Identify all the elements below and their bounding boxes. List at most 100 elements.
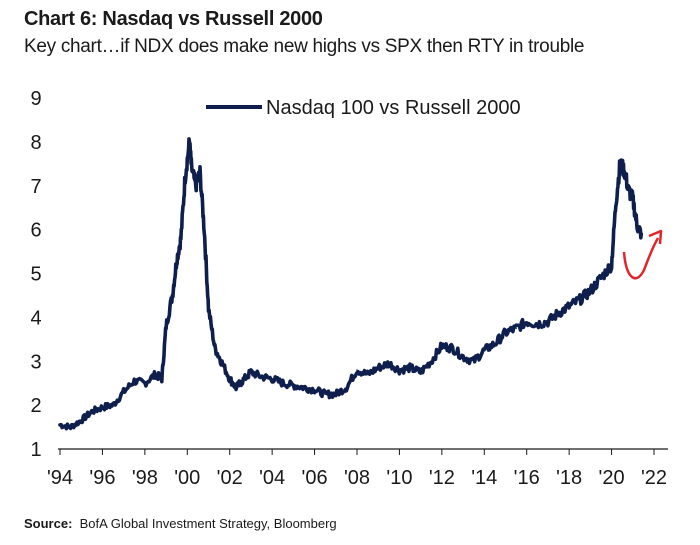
x-tick-label: '06 <box>302 467 328 489</box>
up-arrow-head <box>648 229 663 245</box>
data-point <box>398 369 401 371</box>
x-tick-label: '04 <box>259 467 285 489</box>
data-point <box>220 360 222 363</box>
source-label: Source: <box>24 516 73 531</box>
data-point <box>451 347 454 349</box>
data-point <box>366 373 369 376</box>
data-point <box>313 389 316 391</box>
data-point <box>589 290 592 292</box>
y-tick-label: 7 <box>30 176 41 198</box>
data-point <box>80 419 82 422</box>
data-point <box>144 382 146 385</box>
data-point <box>356 369 358 371</box>
data-point <box>207 307 210 310</box>
data-point <box>557 312 560 314</box>
x-tick-label: '10 <box>386 467 412 489</box>
y-tick-label: 5 <box>30 264 41 286</box>
data-point <box>324 393 327 396</box>
y-axis: 1 2 3 4 5 6 7 8 9 <box>30 88 41 461</box>
data-point <box>335 393 337 396</box>
series-line-nasdaq-vs-russell <box>58 137 644 431</box>
x-tick-label: '12 <box>429 467 455 489</box>
data-point <box>292 384 295 387</box>
data-point <box>525 321 528 323</box>
data-point <box>536 323 539 325</box>
data-point <box>632 198 634 200</box>
data-point <box>91 410 93 413</box>
y-tick-label: 3 <box>30 351 41 373</box>
data-point <box>282 382 284 385</box>
data-point <box>250 371 252 374</box>
data-point <box>241 380 244 382</box>
x-tick-label: '20 <box>599 467 625 489</box>
x-tick-label: '94 <box>47 467 73 489</box>
data-point <box>303 386 305 389</box>
data-point <box>568 305 570 308</box>
data-point <box>441 345 443 347</box>
chart-subtitle: Key chart…if NDX does make new highs vs … <box>24 36 585 57</box>
data-point <box>627 189 630 191</box>
data-point <box>472 360 475 363</box>
x-tick-label: '98 <box>132 467 158 489</box>
y-tick-label: 4 <box>30 307 41 329</box>
data-point <box>515 327 517 330</box>
y-tick-label: 6 <box>30 220 41 242</box>
series-layer <box>58 137 644 431</box>
data-point <box>419 371 422 374</box>
x-tick-label: '96 <box>89 467 115 489</box>
chart-title: Chart 6: Nasdaq vs Russell 2000 <box>24 8 323 30</box>
data-point <box>579 299 581 301</box>
data-point <box>188 141 191 143</box>
data-point <box>494 342 496 345</box>
legend: Nasdaq 100 vs Russell 2000 <box>206 97 521 119</box>
data-point <box>214 347 216 349</box>
data-point <box>483 349 486 352</box>
data-point <box>345 386 348 389</box>
data-point <box>615 202 617 205</box>
data-point <box>154 373 157 376</box>
data-point <box>228 378 231 380</box>
data-point <box>203 228 206 231</box>
y-tick-label: 2 <box>30 395 41 417</box>
x-tick-label: '02 <box>217 467 243 489</box>
data-point <box>619 163 621 165</box>
x-tick-label: '00 <box>174 467 200 489</box>
data-point <box>180 237 182 240</box>
data-point <box>101 406 104 409</box>
data-point <box>195 185 197 187</box>
data-point <box>122 391 125 393</box>
data-point <box>462 356 464 358</box>
data-point <box>260 375 263 378</box>
data-point <box>623 169 626 172</box>
x-axis-tickmarks <box>59 449 655 455</box>
data-point <box>112 404 114 406</box>
data-point <box>547 321 549 323</box>
x-axis: '94 '96 '98 '00 '02 '04 '06 '08 '10 '12 '14 '16 '18 '… <box>47 467 667 489</box>
data-point <box>235 386 237 389</box>
data-point <box>190 167 193 169</box>
data-point <box>600 277 602 279</box>
data-point <box>175 259 178 262</box>
y-tick-label: 1 <box>30 439 41 461</box>
legend-label: Nasdaq 100 vs Russell 2000 <box>266 97 521 119</box>
data-point <box>184 176 186 178</box>
data-point <box>171 294 174 297</box>
data-point <box>133 380 136 382</box>
data-point <box>504 331 507 334</box>
x-tick-label: '16 <box>514 467 540 489</box>
data-point <box>610 263 613 266</box>
data-point <box>271 378 273 380</box>
data-point <box>59 424 61 426</box>
data-point <box>377 367 380 369</box>
data-point <box>636 224 638 226</box>
source-note: Source: BofA Global Investment Strategy,… <box>24 516 337 531</box>
source-text: BofA Global Investment Strategy, Bloombe… <box>79 516 337 531</box>
up-arrow-annotation <box>622 237 660 280</box>
x-tick-label: '08 <box>344 467 370 489</box>
data-point <box>430 360 433 363</box>
data-point <box>409 367 411 369</box>
data-point <box>69 426 72 428</box>
y-tick-label: 8 <box>30 132 41 154</box>
data-point <box>640 233 643 235</box>
